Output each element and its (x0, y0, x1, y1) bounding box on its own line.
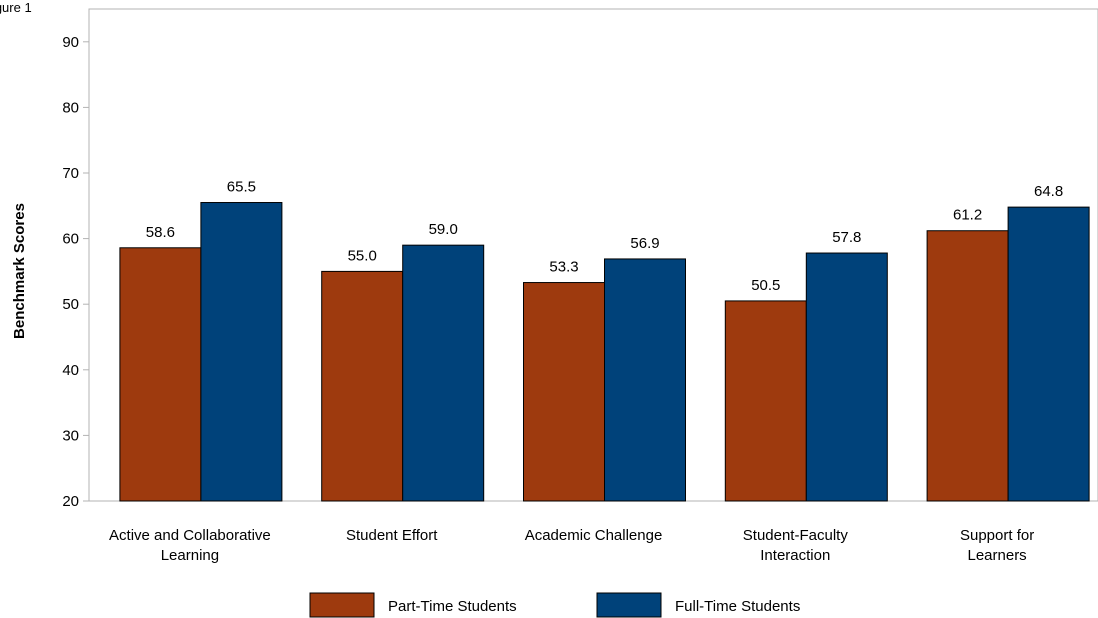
data-labels: 58.6 65.5 55.0 59.0 53.3 56.9 50.5 57.8 61.2 64.8 (146, 179, 1063, 294)
x-category-label: Student Effort (346, 527, 438, 544)
figure-label: Figure 1 (0, 0, 32, 15)
y-tick-label: 90 (62, 34, 79, 51)
bar (604, 258, 686, 502)
bar (724, 300, 807, 502)
bar (523, 282, 605, 502)
bar (119, 247, 202, 502)
data-label: 61.2 (953, 207, 982, 224)
legend-label: Part-Time Students (388, 598, 517, 615)
bar (402, 244, 485, 502)
bar (200, 202, 283, 502)
x-category-label: Interaction (760, 547, 830, 564)
legend-swatch (309, 592, 375, 618)
data-label: 58.6 (146, 224, 175, 241)
data-label: 55.0 (348, 247, 377, 264)
y-axis-title: Benchmark Scores (11, 203, 28, 339)
legend-label: Full-Time Students (675, 598, 800, 615)
bar (1007, 206, 1090, 502)
data-label: 59.0 (429, 221, 458, 238)
data-label: 53.3 (549, 259, 578, 276)
x-category-label: Learners (967, 547, 1026, 564)
data-label: 57.8 (832, 229, 861, 246)
bar-series (119, 202, 1090, 502)
bar (321, 270, 404, 502)
data-label: 50.5 (751, 277, 780, 294)
category-labels: Active and Collaborative Learning Student … (109, 527, 1034, 564)
y-tick-label: 70 (62, 165, 79, 182)
x-category-label: Learning (161, 547, 219, 564)
y-tick-label: 30 (62, 427, 79, 444)
y-tick-label: 60 (62, 231, 79, 248)
x-category-label: Academic Challenge (525, 527, 663, 544)
x-category-label: Student-Faculty (743, 527, 849, 544)
y-tick-label: 40 (62, 362, 79, 379)
legend-swatch (596, 592, 662, 618)
bar (805, 252, 888, 502)
data-label: 65.5 (227, 179, 256, 196)
y-tick-label: 50 (62, 296, 79, 313)
legend: Part-Time Students Full-Time Students (309, 592, 800, 618)
data-label: 64.8 (1034, 183, 1063, 200)
y-tick-label: 20 (62, 493, 79, 510)
y-tick-label: 80 (62, 99, 79, 116)
x-category-label: Active and Collaborative (109, 527, 271, 544)
x-category-label: Support for (960, 527, 1034, 544)
bar (926, 230, 1009, 502)
data-label: 56.9 (630, 235, 659, 252)
